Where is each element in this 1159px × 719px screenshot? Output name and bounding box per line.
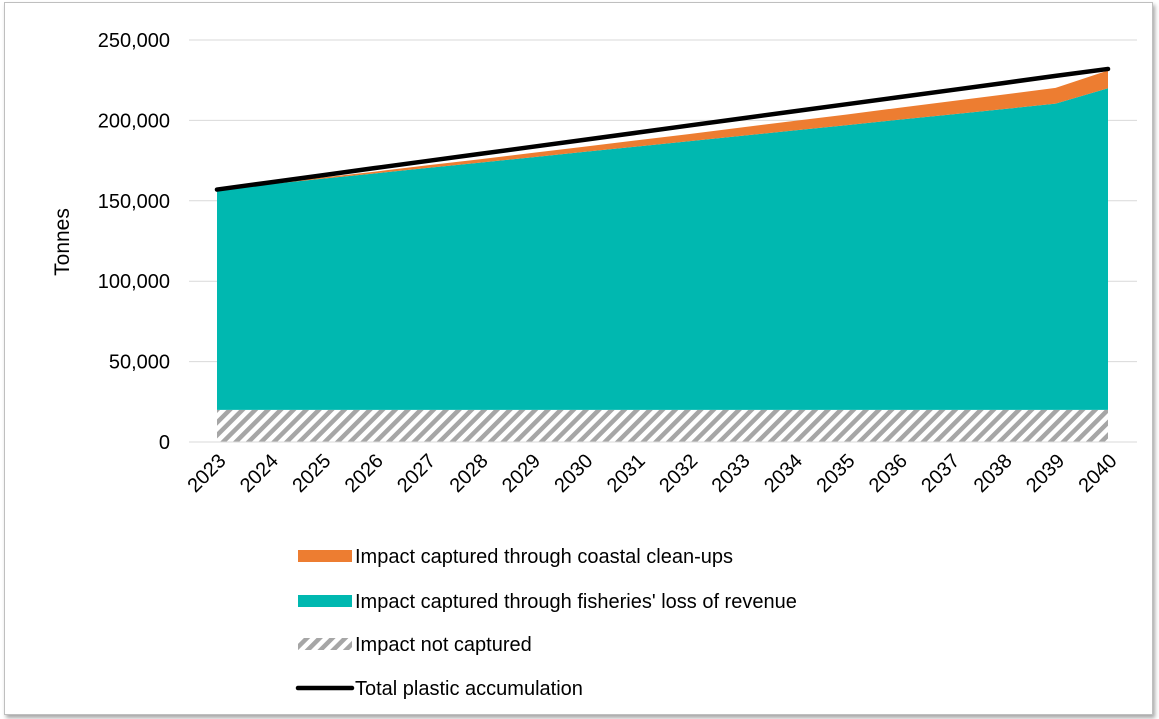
x-tick-label: 2033 [708, 450, 755, 497]
x-tick-label: 2026 [341, 450, 388, 497]
x-tick-label: 2036 [865, 450, 912, 497]
legend: Impact captured through coastal clean-up… [295, 546, 797, 700]
x-tick-label: 2035 [812, 450, 859, 497]
x-tick-label: 2025 [288, 450, 335, 497]
y-tick-label: 200,000 [98, 110, 170, 132]
x-tick-label: 2027 [393, 450, 440, 497]
line-total-plastic-accumulation [214, 66, 1111, 192]
x-tick-label: 2028 [446, 450, 493, 497]
line-series [214, 66, 1111, 192]
legend-swatch [298, 595, 352, 607]
area-impact-captured-through-fisheries-loss-of-revenue [217, 88, 1108, 410]
legend-item-impact-captured-through-fisheries-loss-of-revenue: Impact captured through fisheries' loss … [298, 591, 797, 613]
x-tick-label: 2040 [1075, 450, 1122, 497]
x-tick-label: 2029 [498, 450, 545, 497]
x-tick-label: 2039 [1022, 450, 1069, 497]
x-tick-label: 2024 [236, 450, 283, 497]
x-tick-label: 2037 [917, 450, 964, 497]
legend-item-impact-captured-through-coastal-clean-ups: Impact captured through coastal clean-up… [298, 546, 733, 568]
y-tick-label: 100,000 [98, 271, 170, 293]
x-tick-label: 2032 [655, 450, 702, 497]
x-tick-label: 2038 [970, 450, 1017, 497]
legend-label: Impact captured through coastal clean-up… [355, 546, 733, 568]
x-tick-label: 2031 [603, 450, 650, 497]
x-tick-label: 2034 [760, 450, 807, 497]
y-tick-label: 0 [159, 432, 170, 454]
y-tick-label: 250,000 [98, 30, 170, 52]
y-tick-label: 50,000 [109, 352, 170, 374]
legend-label: Total plastic accumulation [355, 678, 583, 700]
y-tick-label: 150,000 [98, 191, 170, 213]
legend-item-total-plastic-accumulation: Total plastic accumulation [295, 678, 583, 700]
legend-item-impact-not-captured: Impact not captured [298, 634, 532, 656]
legend-swatch [298, 638, 352, 650]
legend-label: Impact captured through fisheries' loss … [355, 591, 797, 613]
area-impact-not-captured [217, 409, 1108, 442]
legend-swatch [298, 550, 352, 562]
legend-label: Impact not captured [355, 634, 532, 656]
area-series [217, 70, 1108, 442]
x-tick-label: 2023 [184, 450, 231, 497]
y-axis-title: Tonnes [51, 208, 74, 276]
x-tick-label: 2030 [550, 450, 597, 497]
